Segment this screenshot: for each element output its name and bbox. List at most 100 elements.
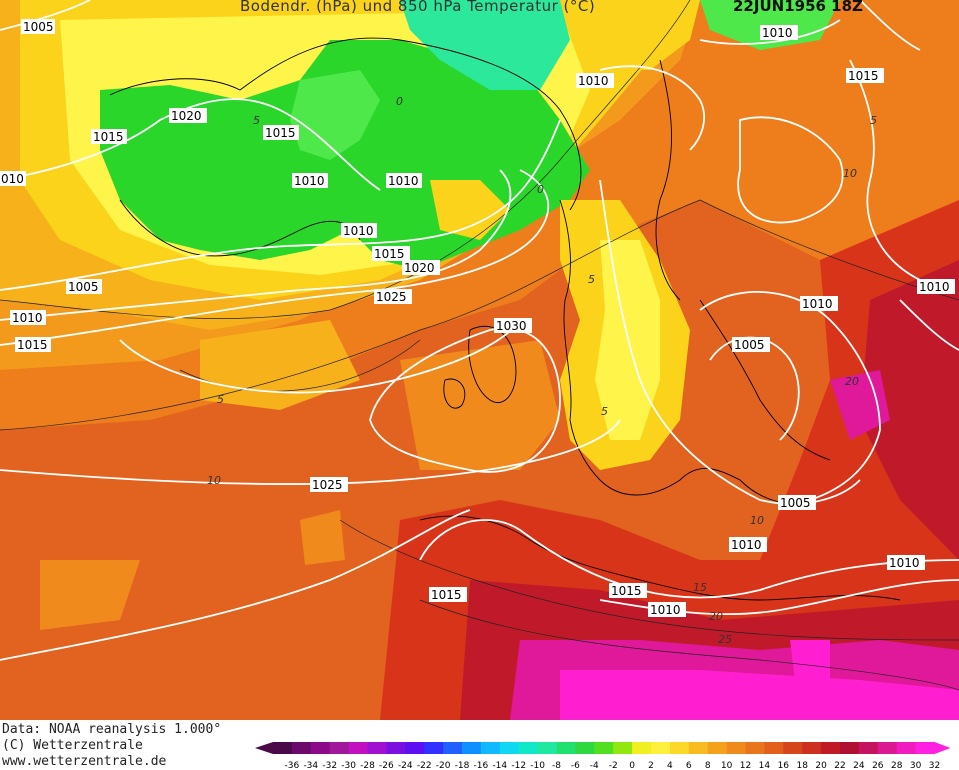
legend-tick-label: 16 — [778, 761, 790, 770]
temperature-labels: 0 5 5 10 0 5 5 10 15 20 25 10 5 20 — [207, 95, 877, 646]
legend-swatch — [688, 742, 709, 754]
website-credit: www.wetterzentrale.de — [2, 754, 167, 769]
temperature-label: 5 — [253, 114, 260, 127]
legend-tick-label: -32 — [322, 761, 337, 770]
legend-tick-label: -30 — [341, 761, 356, 770]
svg-text:1010: 1010 — [294, 174, 325, 188]
svg-text:1010: 1010 — [802, 297, 833, 311]
legend-tick-label: -16 — [474, 761, 489, 770]
temperature-label: 5 — [588, 273, 595, 286]
isobar-label: 1005 — [778, 495, 816, 510]
svg-text:1010: 1010 — [762, 26, 793, 40]
svg-text:1020: 1020 — [171, 109, 202, 123]
legend-swatch — [840, 742, 860, 754]
legend-tick-label: -6 — [571, 761, 580, 770]
isobar-label: 1010 — [760, 25, 798, 40]
legend-tick-label: 20 — [815, 761, 827, 770]
isobar-label: 1010 — [10, 310, 46, 325]
legend-tick-label: 18 — [796, 761, 808, 770]
temperature-label: 10 — [750, 514, 764, 527]
temperature-label: 15 — [693, 581, 707, 594]
legend-tick-label: -10 — [530, 761, 545, 770]
legend-swatch — [273, 742, 293, 754]
legend-swatch — [915, 742, 935, 754]
legend-swatch — [707, 742, 728, 754]
svg-text:010: 010 — [1, 172, 24, 186]
svg-text:1015: 1015 — [431, 588, 462, 602]
legend-swatch — [386, 742, 406, 754]
legend-swatch — [632, 742, 652, 754]
svg-text:1015: 1015 — [93, 130, 124, 144]
legend-tick-label: -34 — [303, 761, 318, 770]
svg-text:1015: 1015 — [265, 126, 296, 140]
temperature-label: 0 — [396, 95, 403, 108]
legend-swatch — [877, 742, 898, 754]
isobar-label: 1015 — [263, 125, 299, 140]
legend-swatch — [745, 742, 765, 754]
temperature-label: 0 — [537, 183, 544, 196]
isobar-label: 1015 — [15, 337, 51, 352]
svg-text:1010: 1010 — [919, 280, 950, 294]
isobar-label: 1025 — [374, 289, 412, 304]
svg-text:1015: 1015 — [374, 247, 405, 261]
svg-text:1010: 1010 — [889, 556, 920, 570]
isobar-label: 1015 — [609, 583, 647, 598]
temperature-label: 25 — [718, 633, 732, 646]
legend-swatch — [802, 742, 822, 754]
svg-text:1025: 1025 — [376, 290, 407, 304]
isobar-label: 1005 — [21, 19, 55, 34]
legend-swatch — [764, 742, 784, 754]
temperature-label: 5 — [870, 114, 877, 127]
map-title: Bodendr. (hPa) und 850 hPa Temperatur (°… — [240, 0, 596, 15]
isobar-label: 1015 — [91, 129, 127, 144]
legend-arrow-left — [255, 742, 273, 754]
temperature-label: 5 — [601, 405, 608, 418]
isobar-label: 1010 — [576, 73, 614, 88]
isobar-label: 1025 — [310, 477, 348, 492]
legend-swatch — [896, 742, 917, 754]
isobar-label: 1015 — [846, 68, 884, 83]
legend-tick-label: -18 — [455, 761, 470, 770]
svg-text:1010: 1010 — [12, 311, 43, 325]
legend-tick-label: 12 — [740, 761, 751, 770]
legend-swatch — [518, 742, 539, 754]
legend-swatch — [424, 742, 444, 754]
data-credit: Data: NOAA reanalysis 1.000° — [2, 722, 222, 737]
legend-swatch — [858, 742, 879, 754]
temperature-label: 20 — [845, 375, 859, 388]
isobar-labels: 1005 1020 1015 1015 1010 1010 010 1010 1… — [0, 19, 955, 617]
isobar-label: 1015 — [429, 587, 467, 602]
legend-tick-label: 14 — [759, 761, 771, 770]
legend-swatch — [669, 742, 690, 754]
temperature-label: 20 — [709, 610, 723, 623]
isobar-label: 1020 — [402, 260, 440, 275]
legend-tick-label: 0 — [629, 761, 635, 770]
legend-tick-label: -4 — [590, 761, 599, 770]
isobar-label: 1010 — [887, 555, 925, 570]
legend-swatch — [348, 742, 368, 754]
svg-text:1010: 1010 — [388, 174, 419, 188]
legend-tick-label: -36 — [285, 761, 300, 770]
legend-tick-label: -8 — [552, 761, 561, 770]
legend-tick-label: 10 — [721, 761, 733, 770]
legend-swatch — [462, 742, 482, 754]
isobar-label: 1005 — [66, 279, 102, 294]
legend-tick-label: -28 — [360, 761, 375, 770]
legend-swatch — [726, 742, 746, 754]
isobar-label: 1015 — [372, 246, 410, 261]
svg-text:1015: 1015 — [17, 338, 48, 352]
legend-tick-label: 30 — [910, 761, 922, 770]
legend-swatch — [480, 742, 501, 754]
legend-swatch — [575, 742, 595, 754]
temperature-label: 10 — [843, 167, 857, 180]
svg-text:1030: 1030 — [496, 319, 527, 333]
title-bar: Bodendr. (hPa) und 850 hPa Temperatur (°… — [0, 0, 959, 18]
legend-swatch — [783, 742, 803, 754]
svg-text:1015: 1015 — [848, 69, 879, 83]
legend-tick-label: -20 — [436, 761, 451, 770]
isobar-label: 1005 — [732, 337, 770, 352]
legend-swatch — [367, 742, 387, 754]
isobar-label: 010 — [0, 171, 26, 186]
isobar-label: 1010 — [648, 602, 686, 617]
